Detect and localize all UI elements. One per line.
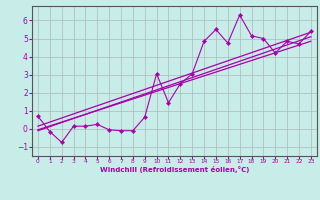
X-axis label: Windchill (Refroidissement éolien,°C): Windchill (Refroidissement éolien,°C)	[100, 166, 249, 173]
